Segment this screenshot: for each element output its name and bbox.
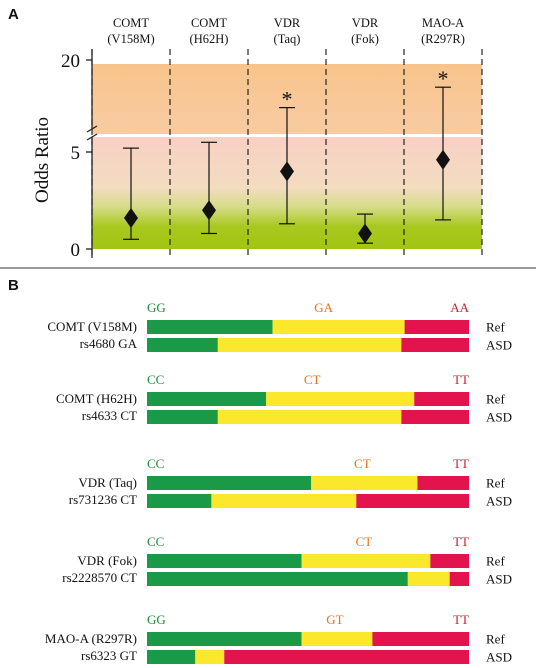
- genotype-group: CC CT TT Ref ASD VDR (Fok) rs2228570 CT: [62, 534, 512, 587]
- genotype-group: CC CT TT Ref ASD VDR (Taq) rs731236 CT: [69, 456, 512, 509]
- odds-ratio-point: [202, 200, 216, 221]
- asd-bar-segment: [401, 338, 469, 352]
- genotype-group: CC CT TT Ref ASD COMT (H62H) rs4633 CT: [56, 372, 512, 425]
- odds-ratio-plot: COMT (V158M) COMT (H62H) VDR (Taq) VDR (Fok) MAO…: [61, 16, 483, 261]
- snp-label: rs6323 GT: [81, 648, 137, 663]
- category-header: VDR: [274, 16, 301, 30]
- genotype-label-minor: TT: [453, 534, 469, 549]
- asd-bar-segment: [147, 410, 218, 424]
- genotype-label-major: GG: [147, 300, 166, 315]
- genotype-label-minor: AA: [450, 300, 469, 315]
- genotype-label-het: GA: [314, 300, 333, 315]
- ref-bar-segment: [404, 320, 469, 334]
- ref-row-label: Ref: [486, 320, 505, 335]
- ref-bar-segment: [266, 392, 415, 406]
- genotype-label-het: CT: [356, 534, 373, 549]
- asd-bar-segment: [401, 410, 469, 424]
- category-header: MAO-A: [422, 16, 464, 30]
- odds-ratio-point: [124, 207, 138, 228]
- ref-bar-segment: [301, 632, 373, 646]
- asd-row-label: ASD: [486, 494, 512, 509]
- category-subheader: (R297R): [421, 32, 465, 46]
- ref-row-label: Ref: [486, 554, 505, 569]
- significance-star: *: [282, 87, 293, 112]
- category-header: COMT: [191, 16, 227, 30]
- asd-bar-segment: [407, 572, 450, 586]
- asd-row-label: ASD: [486, 650, 512, 665]
- snp-label: rs4633 CT: [82, 408, 137, 423]
- asd-bar-segment: [356, 494, 469, 508]
- asd-bar-segment: [195, 650, 225, 664]
- snp-label: rs2228570 CT: [62, 570, 137, 585]
- ref-bar-segment: [147, 476, 312, 490]
- ref-bar-segment: [417, 476, 469, 490]
- gene-label: COMT (H62H): [56, 391, 137, 406]
- ref-row-label: Ref: [486, 392, 505, 407]
- genotype-label-het: CT: [354, 456, 371, 471]
- genotype-group: GG GA AA Ref ASD COMT (V158M) rs4680 GA: [47, 300, 512, 353]
- ref-row-label: Ref: [486, 632, 505, 647]
- category-subheader: (H62H): [190, 32, 229, 46]
- genotype-label-major: GG: [147, 612, 166, 627]
- panel-a-letter: A: [8, 6, 19, 23]
- y-tick-label: 20: [61, 51, 80, 72]
- ref-bar-segment: [147, 320, 273, 334]
- y-tick-label: 0: [71, 240, 81, 261]
- asd-bar-segment: [224, 650, 469, 664]
- asd-bar-segment: [217, 410, 402, 424]
- odds-ratio-point: [280, 161, 294, 182]
- category-subheader: (V158M): [107, 32, 154, 46]
- gene-label: VDR (Fok): [77, 553, 137, 568]
- category-header: VDR: [352, 16, 379, 30]
- category-header: COMT: [113, 16, 149, 30]
- asd-bar-segment: [147, 494, 212, 508]
- snp-label: rs4680 GA: [80, 336, 138, 351]
- gene-label: COMT (V158M): [47, 319, 137, 334]
- odds-ratio-point: [436, 149, 450, 170]
- y-tick-label: 5: [71, 143, 81, 164]
- genotype-label-minor: TT: [453, 456, 469, 471]
- asd-row-label: ASD: [486, 338, 512, 353]
- category-subheader: (Fok): [351, 32, 379, 46]
- asd-bar-segment: [449, 572, 469, 586]
- asd-bar-segment: [147, 572, 408, 586]
- y-axis-label: Odds Ratio: [32, 117, 53, 203]
- ref-bar-segment: [301, 554, 431, 568]
- snp-label: rs731236 CT: [69, 492, 137, 507]
- gene-label: VDR (Taq): [78, 475, 137, 490]
- genotype-label-minor: TT: [453, 612, 469, 627]
- axis-break-mark: [86, 133, 98, 141]
- asd-bar-segment: [147, 650, 196, 664]
- panel-b-letter: B: [8, 277, 19, 294]
- significance-star: *: [438, 66, 449, 91]
- genotype-group: GG GT TT Ref ASD MAO-A (R297R) rs6323 GT: [45, 612, 512, 665]
- genotype-label-het: CT: [304, 372, 321, 387]
- genotype-label-het: GT: [326, 612, 343, 627]
- category-subheader: (Taq): [274, 32, 301, 46]
- ref-row-label: Ref: [486, 476, 505, 491]
- asd-bar-segment: [211, 494, 357, 508]
- odds-ratio-point: [358, 223, 372, 244]
- asd-row-label: ASD: [486, 572, 512, 587]
- ref-bar-segment: [372, 632, 469, 646]
- ref-bar-segment: [414, 392, 469, 406]
- genotype-label-major: CC: [147, 534, 164, 549]
- axis-break-mark: [86, 125, 98, 133]
- genotype-label-major: CC: [147, 372, 164, 387]
- asd-bar-segment: [147, 338, 218, 352]
- ref-bar-segment: [147, 632, 302, 646]
- genotype-label-minor: TT: [453, 372, 469, 387]
- genotype-frequency-bars: GG GA AA Ref ASD COMT (V158M) rs4680 GA CC CT TT R…: [45, 300, 512, 665]
- ref-bar-segment: [430, 554, 469, 568]
- asd-row-label: ASD: [486, 410, 512, 425]
- ref-bar-segment: [147, 392, 267, 406]
- ref-bar-segment: [311, 476, 418, 490]
- genotype-label-major: CC: [147, 456, 164, 471]
- ref-bar-segment: [147, 554, 302, 568]
- asd-bar-segment: [217, 338, 402, 352]
- ref-bar-segment: [272, 320, 405, 334]
- gene-label: MAO-A (R297R): [45, 631, 137, 646]
